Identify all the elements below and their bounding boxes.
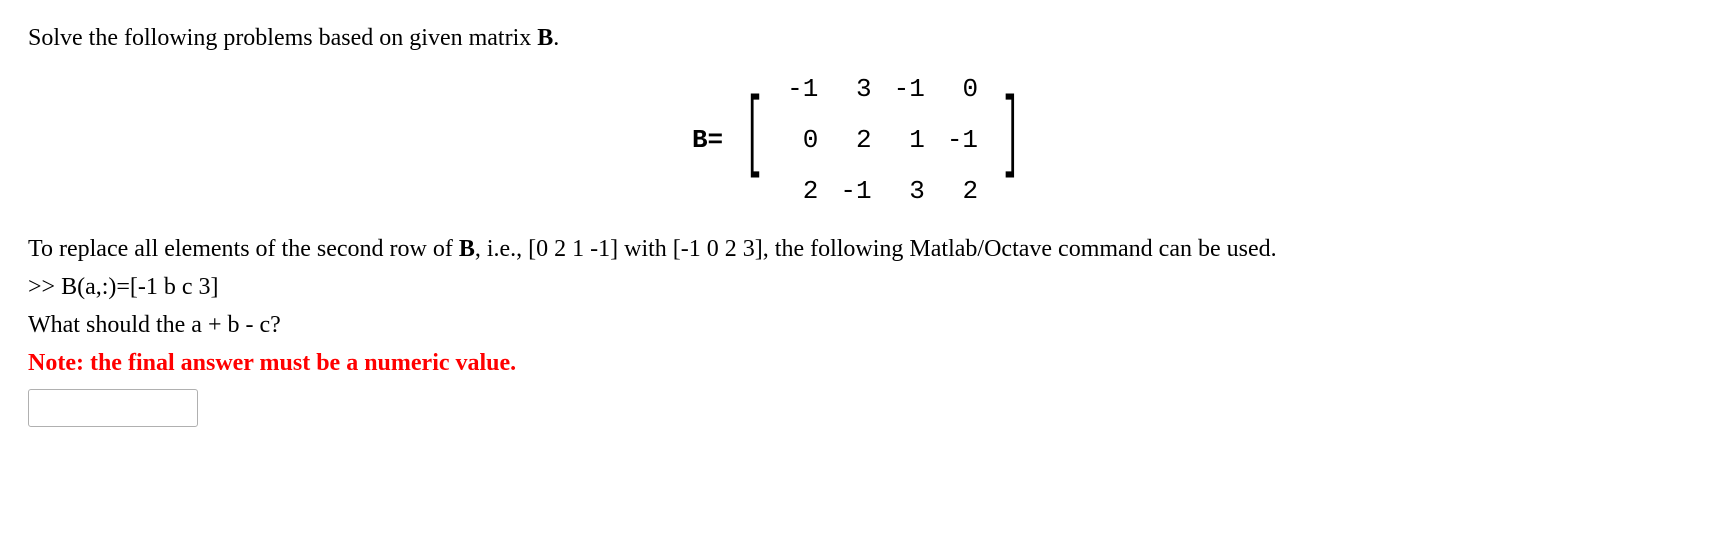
matrix-cell: 2 — [947, 172, 978, 211]
question-line1-before: To replace all elements of the second ro… — [28, 236, 459, 262]
matrix-cell: 3 — [894, 172, 925, 211]
intro-B: B — [537, 25, 553, 51]
right-bracket-icon: ] — [1002, 96, 1021, 177]
matrix-display: B= [ -1 3 -1 0 0 2 1 -1 2 -1 3 2 ] — [28, 64, 1702, 217]
matrix-cell: -1 — [787, 70, 818, 109]
matrix-cell: -1 — [947, 121, 978, 160]
question-line2: >> B(a,:)=[-1 b c 3] — [28, 269, 1702, 305]
matrix-name: B= — [692, 121, 723, 160]
matrix-cell: 0 — [787, 121, 818, 160]
intro-text-after: . — [553, 25, 559, 51]
question-B: B — [459, 236, 475, 262]
matrix-cell: 2 — [840, 121, 871, 160]
matrix-cell: 0 — [947, 70, 978, 109]
question-line3: What should the a + b - c? — [28, 307, 1702, 343]
intro-line: Solve the following problems based on gi… — [28, 20, 1702, 56]
question-line1-after: , i.e., [0 2 1 -1] with [-1 0 2 3], the … — [475, 236, 1277, 262]
left-bracket-icon: [ — [745, 96, 764, 177]
matrix-grid: -1 3 -1 0 0 2 1 -1 2 -1 3 2 — [781, 64, 984, 217]
note-line: Note: the final answer must be a numeric… — [28, 345, 1702, 381]
answer-input[interactable] — [28, 389, 198, 427]
matrix-cell: -1 — [840, 172, 871, 211]
matrix-cell: 2 — [787, 172, 818, 211]
intro-text-before: Solve the following problems based on gi… — [28, 25, 537, 51]
matrix-cell: 3 — [840, 70, 871, 109]
question-line1: To replace all elements of the second ro… — [28, 231, 1702, 267]
matrix-cell: -1 — [894, 70, 925, 109]
matrix-cell: 1 — [894, 121, 925, 160]
matrix-wrap: B= [ -1 3 -1 0 0 2 1 -1 2 -1 3 2 ] — [692, 64, 1038, 217]
